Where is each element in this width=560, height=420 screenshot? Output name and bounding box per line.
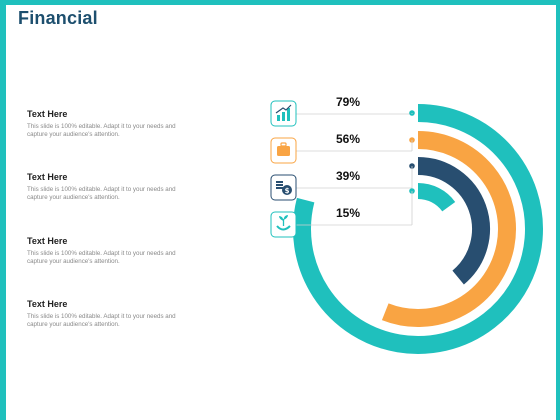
percent-label-15: 15% [336,206,360,220]
svg-text:$: $ [285,187,290,195]
percent-label-79: 79% [336,95,360,109]
bar-chart-icon [270,100,297,127]
text-block-3: Text Here This slide is 100% editable. A… [27,236,197,266]
text-block-heading: Text Here [27,299,68,309]
money-bag-icon: $ [270,174,297,201]
text-block-2: Text Here This slide is 100% editable. A… [27,172,197,202]
text-block-heading: Text Here [27,109,68,119]
text-block-4: Text Here This slide is 100% editable. A… [27,299,197,329]
text-block-heading: Text Here [27,172,68,182]
left-border [0,0,6,420]
briefcase-icon [270,137,297,164]
right-border [556,0,560,420]
text-block-body: This slide is 100% editable. Adapt it to… [27,186,176,201]
top-border [0,0,560,5]
arc-15 [417,183,456,212]
page-title: Financial [18,8,98,28]
percent-label-39: 39% [336,169,360,183]
text-block-body: This slide is 100% editable. Adapt it to… [27,313,176,328]
arc-56 [381,131,516,327]
hand-plant-icon [270,211,297,238]
percent-label-56: 56% [336,132,360,146]
arc-39 [417,157,490,285]
arc-79 [293,104,543,354]
text-block-body: This slide is 100% editable. Adapt it to… [27,250,176,265]
text-block-1: Text Here This slide is 100% editable. A… [27,109,197,139]
text-block-body: This slide is 100% editable. Adapt it to… [27,123,176,138]
text-block-heading: Text Here [27,236,68,246]
